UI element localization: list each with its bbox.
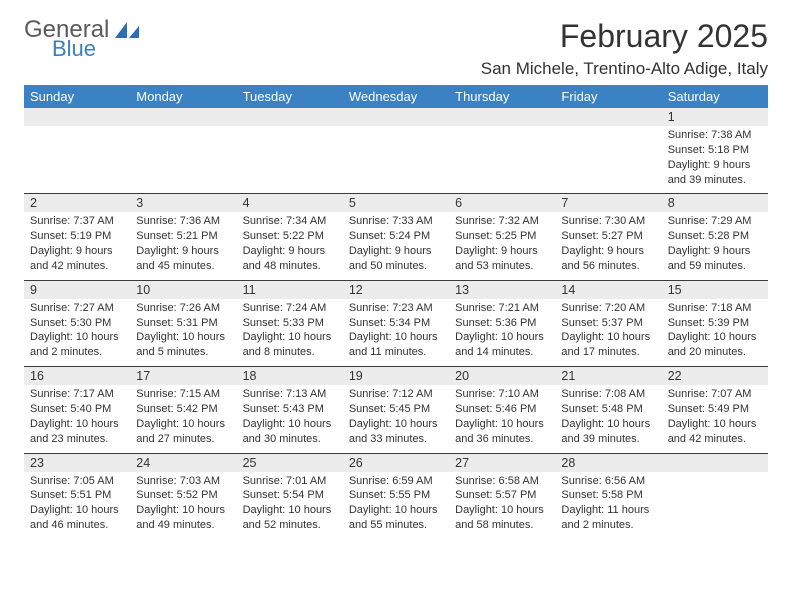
day-content-row: Sunrise: 7:05 AMSunset: 5:51 PMDaylight:… (24, 472, 768, 539)
day-number-cell: 27 (449, 454, 555, 472)
day-content-row: Sunrise: 7:37 AMSunset: 5:19 PMDaylight:… (24, 212, 768, 280)
day-number-cell: 2 (24, 194, 130, 212)
calendar-body: 1Sunrise: 7:38 AMSunset: 5:18 PMDaylight… (24, 108, 768, 539)
col-sunday: Sunday (24, 85, 130, 108)
day-number-cell: 4 (237, 194, 343, 212)
col-friday: Friday (555, 85, 661, 108)
day-content-cell: Sunrise: 7:03 AMSunset: 5:52 PMDaylight:… (130, 472, 236, 539)
day-content-cell: Sunrise: 7:01 AMSunset: 5:54 PMDaylight:… (237, 472, 343, 539)
day-content-cell: Sunrise: 7:05 AMSunset: 5:51 PMDaylight:… (24, 472, 130, 539)
day-number-row: 232425262728 (24, 454, 768, 472)
day-content-cell (343, 126, 449, 194)
day-content-cell: Sunrise: 7:37 AMSunset: 5:19 PMDaylight:… (24, 212, 130, 280)
day-content-cell: Sunrise: 7:27 AMSunset: 5:30 PMDaylight:… (24, 299, 130, 367)
day-content-cell: Sunrise: 7:23 AMSunset: 5:34 PMDaylight:… (343, 299, 449, 367)
day-content-cell: Sunrise: 6:59 AMSunset: 5:55 PMDaylight:… (343, 472, 449, 539)
day-number-cell: 3 (130, 194, 236, 212)
col-monday: Monday (130, 85, 236, 108)
col-tuesday: Tuesday (237, 85, 343, 108)
day-content-cell: Sunrise: 7:29 AMSunset: 5:28 PMDaylight:… (662, 212, 768, 280)
day-number-cell: 22 (662, 367, 768, 385)
day-content-cell (449, 126, 555, 194)
day-content-cell: Sunrise: 6:56 AMSunset: 5:58 PMDaylight:… (555, 472, 661, 539)
day-content-cell: Sunrise: 7:20 AMSunset: 5:37 PMDaylight:… (555, 299, 661, 367)
day-content-cell (130, 126, 236, 194)
day-content-cell: Sunrise: 7:36 AMSunset: 5:21 PMDaylight:… (130, 212, 236, 280)
day-number-cell: 8 (662, 194, 768, 212)
day-number-cell: 17 (130, 367, 236, 385)
logo-sail-icon (113, 20, 141, 40)
day-content-cell: Sunrise: 6:58 AMSunset: 5:57 PMDaylight:… (449, 472, 555, 539)
day-content-cell: Sunrise: 7:24 AMSunset: 5:33 PMDaylight:… (237, 299, 343, 367)
day-number-cell (343, 108, 449, 126)
day-number-row: 1 (24, 108, 768, 126)
day-number-cell: 18 (237, 367, 343, 385)
day-number-cell: 1 (662, 108, 768, 126)
month-title: February 2025 (481, 18, 768, 55)
day-content-cell: Sunrise: 7:34 AMSunset: 5:22 PMDaylight:… (237, 212, 343, 280)
day-content-cell (662, 472, 768, 539)
day-number-cell: 21 (555, 367, 661, 385)
day-number-cell: 14 (555, 281, 661, 299)
day-content-cell: Sunrise: 7:18 AMSunset: 5:39 PMDaylight:… (662, 299, 768, 367)
day-number-cell: 24 (130, 454, 236, 472)
day-content-cell: Sunrise: 7:10 AMSunset: 5:46 PMDaylight:… (449, 385, 555, 453)
day-content-row: Sunrise: 7:17 AMSunset: 5:40 PMDaylight:… (24, 385, 768, 453)
day-number-cell: 25 (237, 454, 343, 472)
col-saturday: Saturday (662, 85, 768, 108)
header: General Blue February 2025 San Michele, … (24, 18, 768, 79)
day-content-cell (24, 126, 130, 194)
day-number-row: 2345678 (24, 194, 768, 212)
day-number-cell: 20 (449, 367, 555, 385)
day-number-cell: 23 (24, 454, 130, 472)
day-content-cell: Sunrise: 7:30 AMSunset: 5:27 PMDaylight:… (555, 212, 661, 280)
day-number-cell: 5 (343, 194, 449, 212)
logo: General Blue (24, 18, 141, 60)
calendar-table: Sunday Monday Tuesday Wednesday Thursday… (24, 85, 768, 539)
col-wednesday: Wednesday (343, 85, 449, 108)
day-number-cell: 10 (130, 281, 236, 299)
day-number-cell: 19 (343, 367, 449, 385)
day-content-cell: Sunrise: 7:21 AMSunset: 5:36 PMDaylight:… (449, 299, 555, 367)
day-number-cell: 13 (449, 281, 555, 299)
location-subtitle: San Michele, Trentino-Alto Adige, Italy (481, 59, 768, 79)
day-content-cell: Sunrise: 7:33 AMSunset: 5:24 PMDaylight:… (343, 212, 449, 280)
day-number-cell (555, 108, 661, 126)
day-number-cell (449, 108, 555, 126)
day-content-cell: Sunrise: 7:08 AMSunset: 5:48 PMDaylight:… (555, 385, 661, 453)
day-content-cell: Sunrise: 7:15 AMSunset: 5:42 PMDaylight:… (130, 385, 236, 453)
day-number-cell (24, 108, 130, 126)
day-content-cell: Sunrise: 7:07 AMSunset: 5:49 PMDaylight:… (662, 385, 768, 453)
day-content-cell (237, 126, 343, 194)
day-content-row: Sunrise: 7:27 AMSunset: 5:30 PMDaylight:… (24, 299, 768, 367)
day-content-cell (555, 126, 661, 194)
day-number-cell: 7 (555, 194, 661, 212)
day-content-cell: Sunrise: 7:12 AMSunset: 5:45 PMDaylight:… (343, 385, 449, 453)
col-thursday: Thursday (449, 85, 555, 108)
day-number-cell: 12 (343, 281, 449, 299)
day-content-row: Sunrise: 7:38 AMSunset: 5:18 PMDaylight:… (24, 126, 768, 194)
day-content-cell: Sunrise: 7:32 AMSunset: 5:25 PMDaylight:… (449, 212, 555, 280)
day-number-cell: 26 (343, 454, 449, 472)
title-block: February 2025 San Michele, Trentino-Alto… (481, 18, 768, 79)
day-number-cell: 16 (24, 367, 130, 385)
day-header-row: Sunday Monday Tuesday Wednesday Thursday… (24, 85, 768, 108)
day-number-cell (662, 454, 768, 472)
day-number-row: 9101112131415 (24, 281, 768, 299)
day-content-cell: Sunrise: 7:38 AMSunset: 5:18 PMDaylight:… (662, 126, 768, 194)
day-number-cell: 9 (24, 281, 130, 299)
day-content-cell: Sunrise: 7:17 AMSunset: 5:40 PMDaylight:… (24, 385, 130, 453)
day-number-cell: 11 (237, 281, 343, 299)
day-number-cell: 15 (662, 281, 768, 299)
day-number-cell: 28 (555, 454, 661, 472)
day-number-row: 16171819202122 (24, 367, 768, 385)
day-number-cell (237, 108, 343, 126)
day-content-cell: Sunrise: 7:26 AMSunset: 5:31 PMDaylight:… (130, 299, 236, 367)
day-number-cell (130, 108, 236, 126)
day-number-cell: 6 (449, 194, 555, 212)
calendar-page: General Blue February 2025 San Michele, … (0, 0, 792, 539)
day-content-cell: Sunrise: 7:13 AMSunset: 5:43 PMDaylight:… (237, 385, 343, 453)
